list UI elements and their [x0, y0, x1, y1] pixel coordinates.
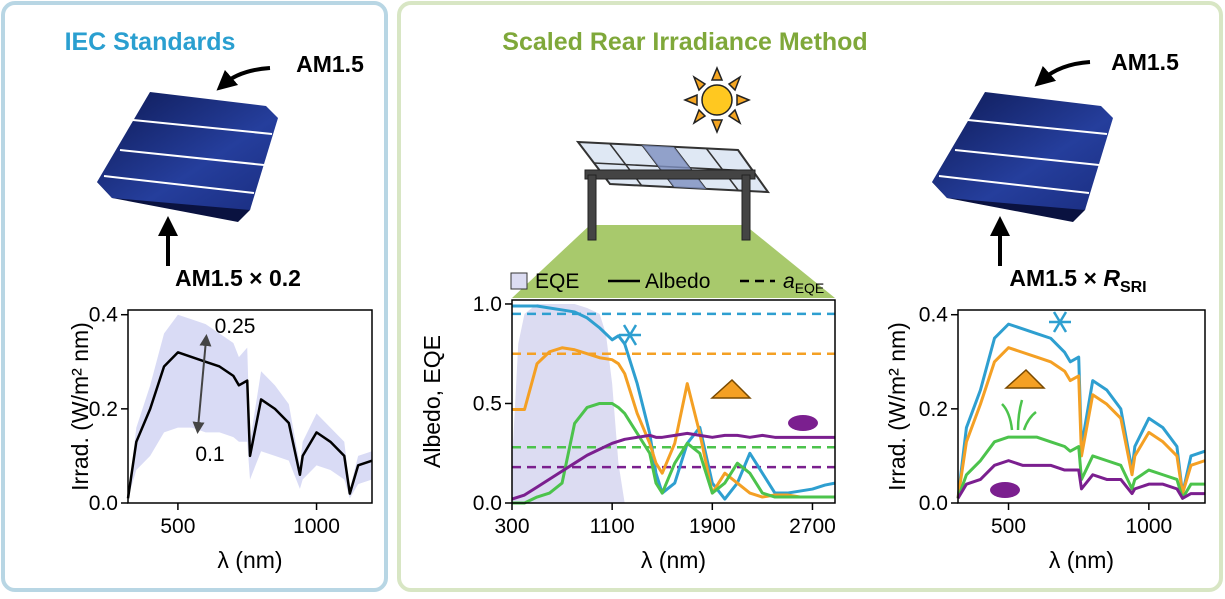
solar-panel — [575, 140, 771, 241]
y-tick-label: 0.2 — [89, 398, 118, 421]
solar-cell — [932, 92, 1113, 222]
axes-frame — [511, 299, 836, 504]
x-axis-label: λ (nm) — [217, 547, 282, 573]
y-tick-label: 0.0 — [473, 492, 502, 515]
y-tick-label: 1.0 — [473, 293, 502, 316]
legend-label: Albedo — [645, 270, 710, 293]
panel-frame — [1, 1, 388, 592]
y-tick-label: 0.0 — [919, 492, 948, 515]
soil-icon — [788, 415, 1020, 498]
y-tick-label: 0.4 — [89, 304, 119, 327]
annotation-arrow — [192, 334, 212, 434]
x-tick-label: 1900 — [689, 515, 736, 538]
panel-title: IEC Standards — [65, 28, 236, 56]
annotation: 0.1 — [195, 443, 224, 466]
x-tick-label: 500 — [160, 515, 195, 538]
x-tick-label: 1100 — [590, 515, 635, 538]
line-series — [956, 346, 1206, 499]
legend-label-var: a — [783, 270, 795, 293]
line-series — [126, 351, 373, 499]
y-tick-label: 0.5 — [473, 392, 502, 415]
annotation: 0.25 — [215, 315, 256, 338]
y-tick-label: 0.2 — [919, 398, 948, 421]
x-tick-label: 300 — [494, 515, 529, 538]
x-tick-label: 1000 — [1126, 515, 1173, 538]
legend-label: aEQE — [783, 270, 824, 296]
arrow — [1034, 60, 1091, 87]
line-series — [512, 346, 835, 499]
arrow-label: AM1.5 — [1111, 49, 1179, 75]
panel-title: Scaled Rear Irradiance Method — [502, 28, 867, 56]
x-axis-label: λ (nm) — [1049, 547, 1114, 573]
chart-title-text: AM1.5 × — [1009, 265, 1103, 291]
y-axis-label: Albedo, EQE — [419, 335, 445, 468]
x-tick-label: 1000 — [293, 515, 340, 538]
sun — [683, 66, 751, 134]
line-series — [511, 431, 835, 501]
ground — [512, 225, 835, 298]
chart-title: AM1.5 × 0.2 — [175, 265, 301, 291]
eqe-area — [512, 303, 625, 503]
legend-label: EQE — [535, 270, 579, 293]
panel-frame — [397, 1, 1223, 592]
y-tick-label: 0.0 — [89, 492, 118, 515]
line-series — [956, 459, 1205, 500]
line-series — [512, 401, 835, 505]
charts: 500 1000 0.0 0.2 0.4 λ (nm) Irrad. (W/m² nm) AM… — [67, 265, 1206, 573]
y-axis-label: Irrad. (W/m² nm) — [67, 322, 93, 491]
legend-swatch — [510, 272, 528, 290]
y-axis-label: Irrad. (W/m² nm) — [884, 322, 910, 491]
arrow — [216, 66, 271, 91]
legend-label-sub: EQE — [795, 280, 825, 296]
x-tick-label: 500 — [991, 515, 1026, 538]
range-band — [128, 314, 372, 499]
sand-icon — [710, 368, 1046, 399]
solar-cell — [97, 92, 278, 222]
chart-title-var: R — [1103, 265, 1120, 291]
y-tick-label: 0.4 — [919, 304, 949, 327]
chart-title: AM1.5 × RSRI — [1009, 265, 1146, 296]
axes-frame — [957, 309, 1206, 504]
snow-icon — [619, 311, 1071, 346]
chart-title-text: AM1.5 × 0.2 — [175, 265, 301, 291]
axes-frame — [127, 309, 373, 504]
x-axis-label: λ (nm) — [641, 547, 706, 573]
arrow-label: AM1.5 — [296, 51, 364, 77]
chart-title-sub: SRI — [1120, 279, 1147, 296]
x-tick-label: 2700 — [789, 515, 836, 538]
